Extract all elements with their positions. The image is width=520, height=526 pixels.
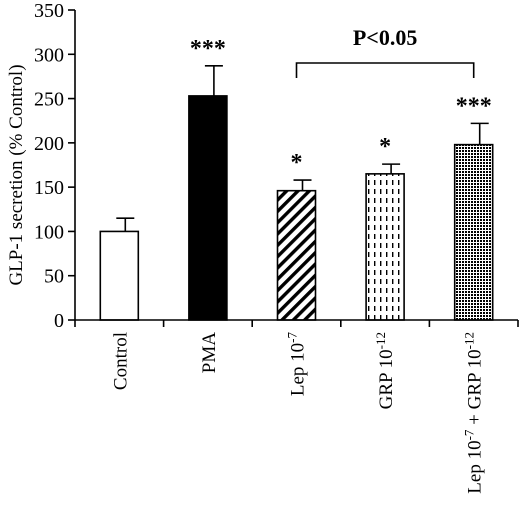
category-label-part: -12 <box>373 332 388 349</box>
y-tick-label: 100 <box>34 221 64 243</box>
category-label-part: Control <box>110 332 131 390</box>
bar-lepgrp <box>453 143 494 321</box>
y-tick-label: 0 <box>54 310 64 332</box>
significance-lepgrp: *** <box>456 93 492 119</box>
category-label-grp: GRP 10-12 <box>373 332 397 409</box>
error-bars <box>116 65 489 232</box>
y-tick-label: 350 <box>34 0 64 22</box>
category-label-lepgrp: Lep 10-7 + GRP 10-12 <box>462 332 486 494</box>
bracket-label: P<0.05 <box>353 25 417 50</box>
bars <box>99 95 494 321</box>
y-axis-label: GLP-1 secretion (% Control) <box>6 64 27 285</box>
significance-pma: *** <box>190 36 226 62</box>
significance-grp: * <box>379 134 391 160</box>
bar-control <box>99 230 140 321</box>
bracket-line <box>295 62 475 78</box>
y-tick-label: 300 <box>34 44 64 66</box>
significance-markers: ******** <box>190 36 492 176</box>
category-label-part: GRP 10 <box>376 349 397 409</box>
bar-lep <box>276 189 317 321</box>
category-label-part: + GRP 10 <box>465 349 486 429</box>
y-axis-ticks: 0 50 100 150 200 250 300 350 <box>34 0 519 332</box>
category-label-part: -12 <box>462 332 477 349</box>
comparison-bracket: P<0.05 <box>295 25 475 78</box>
y-tick-label: 250 <box>34 89 64 111</box>
category-label-pma: PMA <box>199 332 220 373</box>
category-label-part: -7 <box>285 332 300 343</box>
y-tick-label: 150 <box>34 177 64 199</box>
category-label-part: Lep 10 <box>288 343 309 396</box>
significance-lep: * <box>291 150 303 176</box>
category-label-part: -7 <box>462 429 477 440</box>
bar-grp <box>365 173 405 321</box>
category-label-part: PMA <box>199 332 220 373</box>
y-tick-label: 200 <box>34 133 64 155</box>
bar-pma <box>188 95 228 321</box>
y-tick-label: 50 <box>44 266 64 288</box>
category-label-lep: Lep 10-7 <box>285 332 309 397</box>
category-label-part: Lep 10 <box>465 440 486 493</box>
category-label-control: Control <box>110 332 131 390</box>
